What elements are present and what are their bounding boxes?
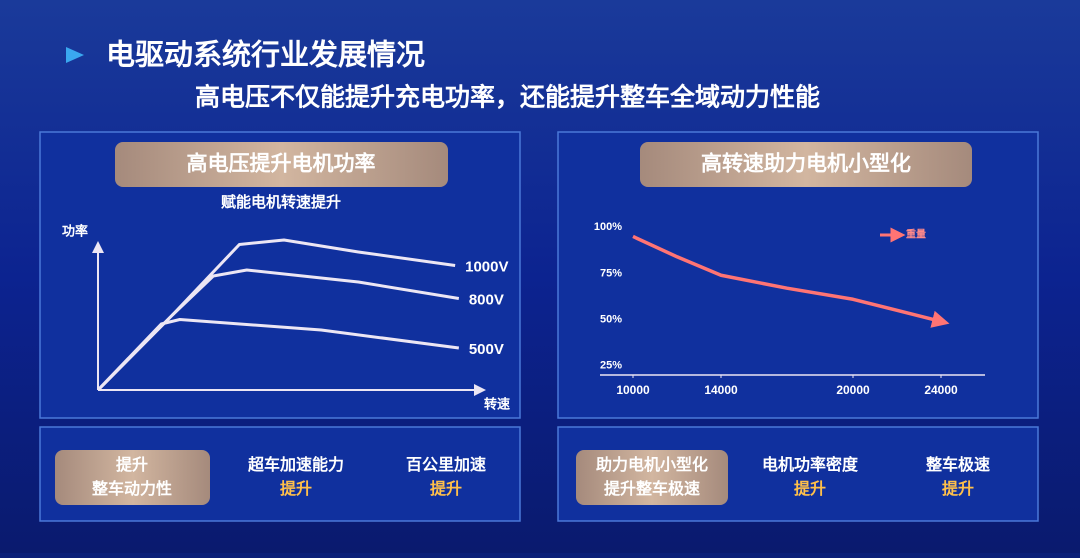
box-line2: 提升 [942,480,974,498]
x-tick-label: 24000 [924,383,958,397]
y-tick-label: 100% [594,221,622,233]
box-line2: 提升 [794,480,826,498]
chart-title: 高转速助力电机小型化 [701,152,911,176]
y-tick-label: 75% [600,267,622,279]
highlight-pill [55,450,210,505]
x-tick-label: 14000 [704,383,738,397]
x-tick-label: 20000 [836,383,870,397]
y-tick-label: 50% [600,313,622,325]
series-line [632,234,950,328]
box-line1: 整车极速 [925,455,990,474]
highlight-pill [576,450,728,505]
title-icon [66,47,84,63]
title: 电驱动系统行业发展情况 [106,38,425,72]
x-tick-label: 10000 [616,383,650,397]
box-line2: 提升整车极速 [604,479,700,498]
series-label: 1000V [465,258,508,275]
box-line1: 电机功率密度 [762,455,859,474]
x-axis-label: 转速 [484,396,510,411]
y-tick-label: 25% [600,360,622,372]
series-line [96,268,460,392]
box-line1: 百公里加速 [406,456,486,474]
box-line2: 提升 [280,480,312,498]
series-label: 800V [469,291,504,308]
y-axis-label: 功率 [62,223,88,238]
legend-label: 重量 [906,228,926,241]
subtitle: 高电压不仅能提升充电功率，还能提升整车全域动力性能 [195,83,820,112]
box-line2: 整车动力性 [91,479,172,498]
chart-title-pill [115,142,448,187]
series-line [96,318,460,392]
box-line2: 提升 [430,480,462,498]
box-line1: 助力电机小型化 [596,455,708,474]
series-label: 500V [469,341,504,358]
chart-subtitle: 赋能电机转速提升 [221,193,341,211]
box-line1: 超车加速能力 [247,455,344,474]
chart-title-pill [640,142,972,187]
box-line1: 提升 [116,456,148,474]
chart-title: 高电压提升电机功率 [187,152,376,176]
